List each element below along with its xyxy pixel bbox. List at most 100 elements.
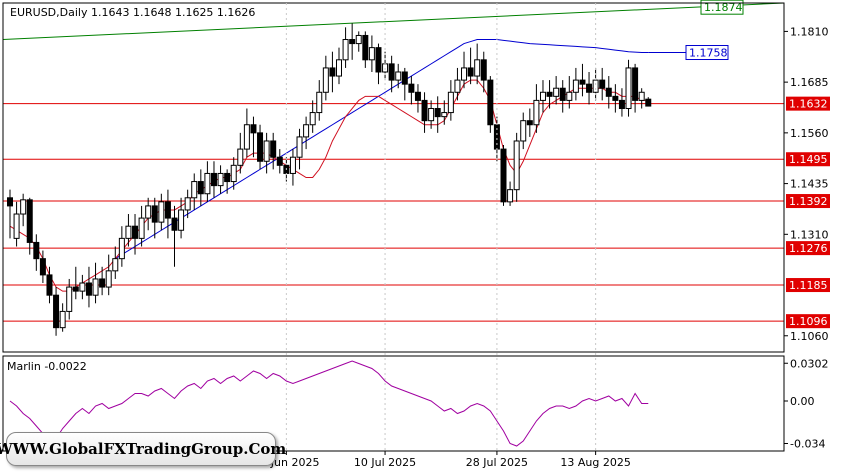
candle-body	[599, 79, 606, 89]
price-tick-label: 1.1435	[790, 178, 829, 191]
indicator-panel-frame	[2, 355, 785, 452]
candle-body	[375, 47, 382, 73]
candle-body	[92, 278, 99, 296]
candle-body	[533, 99, 540, 126]
price-tick-label: 1.1310	[790, 228, 829, 241]
price-tick-label: 1.1810	[790, 25, 829, 38]
candle-body	[322, 67, 329, 93]
candle-body	[99, 278, 106, 288]
candle-body	[270, 140, 277, 158]
watermark-text: WWW.GlobalFXTradingGroup.Com	[0, 440, 287, 458]
time-tick-label: 13 Aug 2025	[560, 456, 630, 469]
candle-body	[276, 156, 283, 166]
candle-body	[362, 34, 369, 61]
candle-body	[53, 294, 60, 329]
candle-body	[72, 286, 79, 292]
candle-body	[447, 91, 454, 114]
price-level-tag	[786, 152, 830, 167]
candle-body	[520, 120, 527, 142]
red-moving-average	[9, 79, 649, 292]
candle-body	[145, 205, 152, 219]
green-trendline-tag	[700, 0, 744, 15]
candle-body	[342, 39, 349, 61]
candle-body	[85, 282, 92, 296]
candle-body	[414, 91, 421, 101]
candle-body	[618, 99, 625, 110]
marlin-label: Marlin -0.0022	[7, 360, 87, 373]
blue-ma-tag	[685, 45, 729, 61]
time-tick-label: 28 Jul 2025	[466, 456, 528, 469]
candle-body	[368, 47, 375, 61]
price-level-tag	[786, 314, 830, 329]
candle-body	[500, 148, 507, 203]
candle-body	[13, 213, 20, 239]
candle-body	[553, 87, 560, 97]
candle-body	[382, 63, 389, 73]
price-panel-frame	[2, 2, 785, 353]
marlin-tick-label: 0.00	[790, 395, 815, 408]
candle-body	[118, 237, 125, 260]
candle-body	[303, 124, 310, 138]
candle-body	[39, 258, 46, 276]
price-level-value: 1.1495	[789, 153, 828, 166]
candle-body	[158, 201, 165, 223]
candle-body	[572, 79, 579, 93]
candle-body	[132, 225, 139, 239]
price-level-value: 1.1392	[789, 195, 828, 208]
candle-body	[474, 59, 481, 77]
price-level-tag	[786, 194, 830, 209]
price-level-tag	[786, 96, 830, 111]
candle-body	[20, 199, 27, 215]
candle-body	[401, 71, 408, 85]
candle-body	[210, 172, 217, 187]
price-plot: 1.1874 1.1758	[2, 0, 785, 336]
candle-body	[513, 140, 520, 191]
time-tick-label: 10 Jul 2025	[354, 456, 416, 469]
price-level-value: 1.1185	[789, 279, 828, 292]
price-level-tag	[786, 278, 830, 293]
blue-moving-average	[115, 39, 649, 260]
candle-body	[605, 87, 612, 97]
candle-body	[579, 79, 586, 85]
candle-body	[230, 164, 237, 183]
candle-body	[184, 197, 191, 211]
candle-body	[434, 108, 441, 118]
candle-body	[178, 209, 185, 231]
candle-body	[632, 67, 639, 101]
candle-body	[309, 112, 316, 126]
marlin-indicator-plot	[9, 360, 649, 447]
candle-body	[125, 225, 132, 239]
candle-body	[79, 282, 86, 292]
candle-body	[428, 108, 435, 122]
candle-body	[546, 91, 553, 97]
price-level-value: 1.1276	[789, 242, 828, 255]
marlin-tick-label: 0.0302	[790, 357, 829, 370]
price-tick-label: 1.1560	[790, 127, 829, 140]
candle-body	[592, 79, 599, 93]
candle-body	[7, 197, 13, 207]
chart-header: EURUSD,Daily 1.1643 1.1648 1.1625 1.1626	[10, 6, 255, 19]
green-trendline	[2, 2, 785, 41]
candle-body	[566, 91, 573, 101]
candle-body	[138, 217, 145, 239]
candle-body	[586, 83, 593, 93]
candle-body	[612, 95, 619, 101]
candle-body	[441, 112, 448, 118]
marlin-tick-label: -0.034	[790, 438, 825, 451]
symbol-ohlc-text: EURUSD,Daily 1.1643 1.1648 1.1625 1.1626	[10, 6, 256, 19]
candle-body	[257, 132, 264, 162]
candle-body	[164, 201, 171, 219]
candle-body	[526, 120, 533, 126]
candle-body	[224, 172, 231, 183]
candle-body	[388, 63, 395, 81]
candle-body	[59, 310, 66, 329]
candle-body	[625, 67, 632, 110]
price-level-value: 1.1096	[789, 315, 828, 328]
candle-body	[26, 199, 33, 243]
candle-body	[638, 91, 645, 101]
candle-body	[349, 39, 356, 45]
marlin-line	[9, 360, 649, 447]
candle-body	[204, 172, 211, 195]
candle-body	[191, 181, 198, 199]
candle-body	[395, 71, 402, 81]
